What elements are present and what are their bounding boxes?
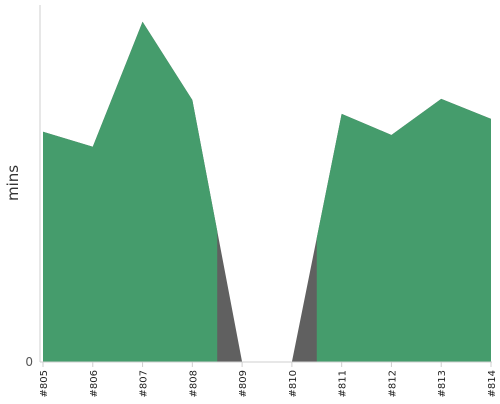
series-area-segment-2	[316, 98, 491, 363]
x-tick-label: #813	[437, 370, 448, 397]
series-area-segment-1	[43, 21, 218, 363]
x-tick-label: #814	[487, 370, 498, 397]
y-axis-label: mins	[4, 165, 22, 201]
x-tick-label: #809	[238, 370, 249, 397]
x-tick-label: #808	[188, 370, 199, 397]
x-ticks: #805 #806 #807 #808 #809 #810 #811 #812 #813 #814	[39, 362, 498, 397]
area-layer	[43, 21, 491, 363]
x-tick-label: #812	[387, 370, 398, 397]
x-tick-label: #805	[39, 370, 50, 397]
x-tick-label: #810	[288, 370, 299, 397]
y-tick-label: 0	[25, 355, 33, 369]
x-tick-label: #811	[338, 370, 349, 397]
y-ticks: 0	[25, 355, 33, 369]
x-tick-label: #806	[89, 370, 100, 397]
x-tick-label: #807	[139, 370, 150, 397]
